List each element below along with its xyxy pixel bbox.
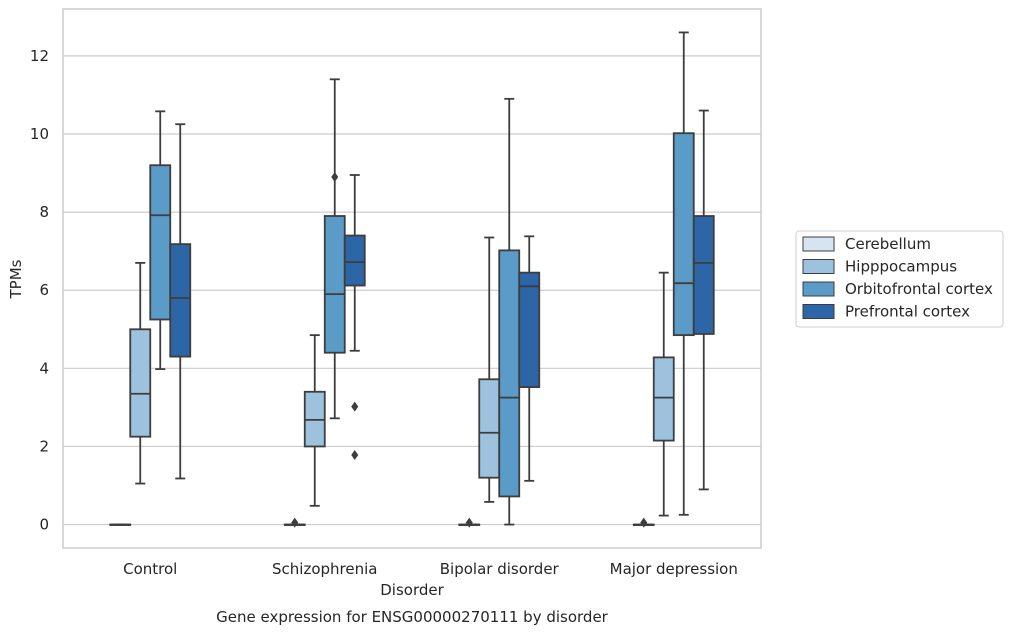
box-group	[169, 123, 192, 480]
box-group	[692, 109, 715, 491]
x-axis-title: Disorder	[380, 581, 444, 599]
box-iqr	[343, 234, 366, 287]
box-iqr	[478, 378, 501, 479]
box-group	[458, 517, 481, 528]
box-group	[303, 334, 326, 507]
box-iqr	[652, 356, 675, 442]
box-iqr	[692, 215, 715, 335]
x-tick-labels: Control Schizophrenia Bipolar disorder Majo…	[123, 560, 738, 578]
chart-caption: Gene expression for ENSG00000270111 by d…	[216, 608, 609, 626]
outlier-point	[331, 171, 339, 182]
y-tick-label: 10	[30, 125, 49, 143]
legend-swatch	[802, 236, 835, 252]
box-iqr	[149, 164, 172, 321]
box-iqr	[323, 215, 346, 354]
y-tick-label: 2	[39, 437, 49, 455]
box-iqr	[518, 271, 541, 388]
box-group	[343, 174, 366, 461]
box-iqr	[498, 249, 521, 498]
legend-swatch	[802, 281, 835, 297]
outlier-point	[465, 517, 473, 528]
box-iqr	[129, 328, 152, 438]
x-tick-label: Bipolar disorder	[440, 560, 560, 578]
box-group	[498, 97, 521, 526]
y-tick-label: 12	[30, 47, 49, 65]
box-group	[672, 31, 695, 516]
legend-swatch	[802, 304, 835, 319]
box-iqr	[672, 132, 695, 337]
box-group	[478, 236, 501, 503]
legend-label: Hipppocampus	[845, 258, 957, 276]
legend-swatch	[802, 259, 835, 274]
y-axis-title: TPMs	[7, 259, 25, 299]
outlier-point	[351, 450, 359, 461]
box-group	[632, 517, 655, 528]
legend-frame	[795, 230, 1004, 328]
y-tick-label: 8	[39, 203, 49, 221]
box-group	[323, 78, 346, 420]
y-tick-label: 6	[39, 281, 49, 299]
outlier-point	[351, 401, 359, 412]
outlier-point	[640, 517, 648, 528]
box-group	[109, 523, 132, 526]
box-group	[652, 271, 675, 517]
y-tick-label: 0	[39, 516, 49, 534]
legend-label: Orbitofrontal cortex	[845, 280, 993, 298]
box-group	[129, 261, 152, 485]
x-tick-label: Schizophrenia	[272, 560, 377, 578]
box-group	[283, 517, 306, 528]
plot-frame	[62, 8, 762, 549]
box-group	[518, 235, 541, 482]
outlier-point	[291, 517, 299, 528]
x-tick-label: Major depression	[610, 560, 738, 578]
boxes	[109, 31, 715, 528]
y-tick-labels: 0 2 4 6 8 10 12	[30, 47, 49, 534]
box-group	[149, 110, 172, 371]
legend-label: Cerebellum	[845, 235, 931, 253]
y-tick-label: 4	[39, 359, 49, 377]
box-iqr	[169, 243, 192, 358]
legend-label: Prefrontal cortex	[845, 303, 970, 321]
legend: Cerebellum Hipppocampus Orbitofrontal cort…	[795, 230, 1004, 328]
x-tick-label: Control	[123, 560, 177, 578]
